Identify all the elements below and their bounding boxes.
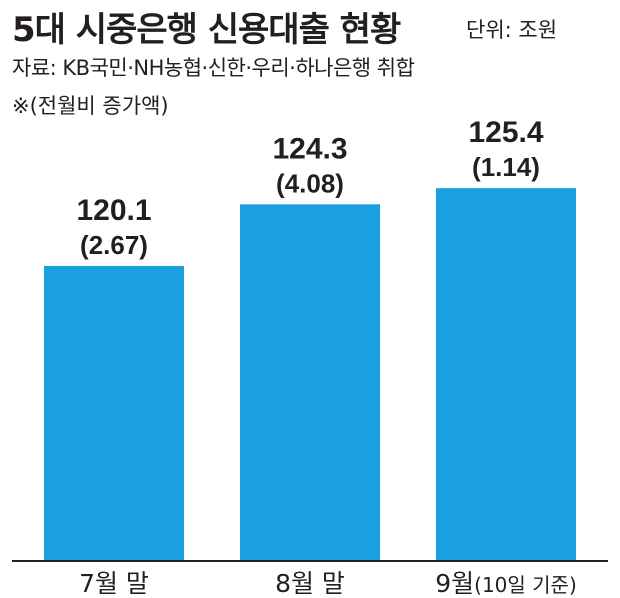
- value-label-2: 124.3: [272, 132, 347, 165]
- bar-2: [240, 204, 380, 561]
- note-label: ※(전월비 증가액): [12, 94, 169, 118]
- category-name-1: 7월 말: [79, 569, 149, 598]
- change-label-1: (2.67): [80, 230, 148, 260]
- category-note-3: (10일 기준): [474, 573, 577, 597]
- source-label: 자료: KB국민·NH농협·신한·우리·하나은행 취합: [12, 56, 415, 80]
- value-label-1: 120.1: [76, 194, 151, 227]
- chart-title: 5대 시중은행 신용대출 현황: [12, 10, 401, 50]
- bars-layer: [44, 188, 576, 561]
- bar-1: [44, 265, 184, 561]
- unit-label: 단위: 조원: [466, 18, 558, 42]
- category-label-3: 9월(10일 기준): [435, 569, 577, 598]
- change-label-3: (1.14): [472, 152, 540, 182]
- bar-3: [436, 188, 576, 561]
- labels-layer: 120.1(2.67) 7월 말 124.3(4.08) 8월 말 125.4(1.14…: [76, 116, 576, 598]
- value-label-3: 125.4: [468, 116, 543, 149]
- change-label-2: (4.08): [276, 168, 344, 198]
- category-name-2: 8월 말: [275, 569, 345, 598]
- category-label-2: 8월 말: [275, 569, 345, 598]
- category-label-1: 7월 말: [79, 569, 149, 598]
- category-name-3: 9월: [435, 569, 474, 598]
